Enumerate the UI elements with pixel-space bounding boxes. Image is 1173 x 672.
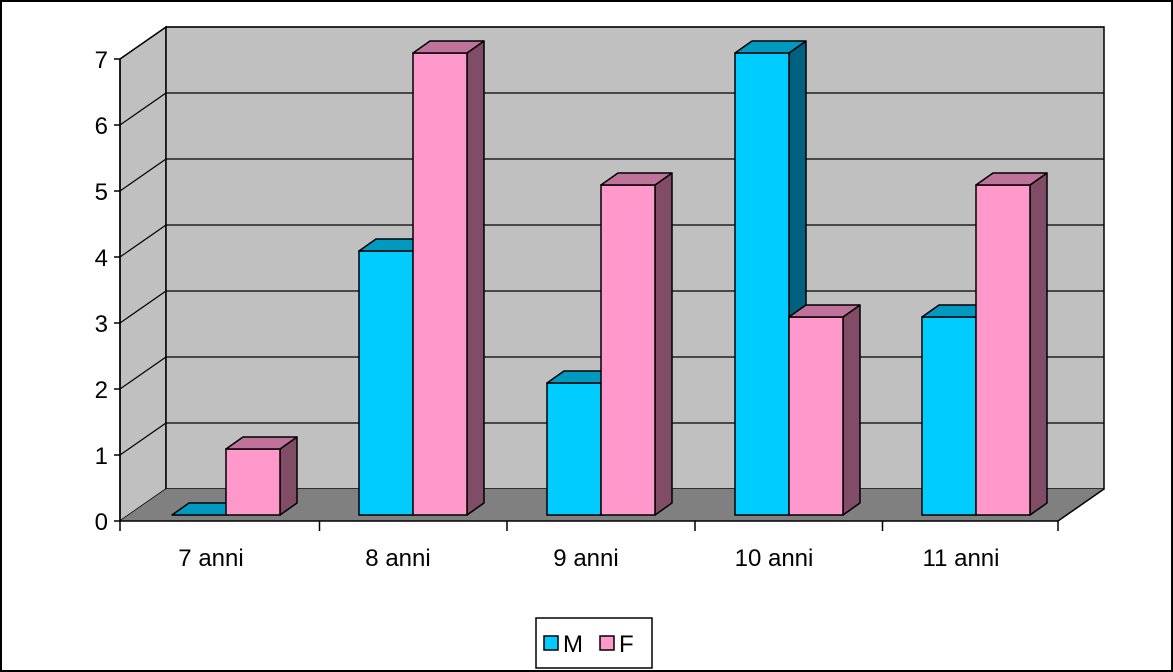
legend-swatch-F <box>599 635 615 651</box>
x-tick-label: 8 anni <box>365 545 430 572</box>
legend-label-F: F <box>619 631 634 658</box>
floor-edge <box>1057 488 1105 522</box>
bar-front-face <box>734 52 790 516</box>
bar-top-face <box>975 172 1048 186</box>
y-tick-label: 1 <box>95 443 108 470</box>
side-wall <box>119 25 167 523</box>
bar-front-face <box>921 316 977 516</box>
bar-side-face <box>654 172 673 516</box>
y-tick-label: 5 <box>95 179 108 206</box>
bar-F-9-anni <box>600 172 673 516</box>
legend-swatch-M <box>543 635 559 651</box>
gridline <box>119 26 1104 60</box>
bar-F-11-anni <box>975 172 1048 516</box>
bar-front-face <box>600 184 656 516</box>
bar-side-face <box>842 304 861 516</box>
bar-side-face <box>1029 172 1048 516</box>
y-tick-label: 4 <box>95 245 108 272</box>
bar-M-10-anni <box>734 40 807 516</box>
x-axis: 7 anni 8 anni 9 anni 10 anni 11 anni <box>119 520 1059 572</box>
x-tick-label: 11 anni <box>923 545 1000 572</box>
bar-top-face <box>788 304 861 318</box>
y-tick-label: 6 <box>95 113 108 140</box>
bar-top-face <box>734 40 807 54</box>
bar-top-face <box>412 40 485 54</box>
y-tick-label: 0 <box>95 509 108 536</box>
y-tick-label: 2 <box>95 377 108 404</box>
bar-front-face <box>225 448 281 516</box>
bar-F-8-anni <box>412 40 485 516</box>
bar-top-face <box>600 172 673 186</box>
bar-F-7-anni <box>225 436 298 516</box>
y-tick-label: 3 <box>95 311 108 338</box>
bar-side-face <box>466 40 485 516</box>
y-tick-label: 7 <box>95 47 108 74</box>
bar-front-face <box>788 316 844 516</box>
bars <box>171 40 1048 516</box>
x-tick-label: 10 anni <box>735 545 814 572</box>
bar-front-face <box>546 382 602 516</box>
y-axis: 0 1 2 3 4 5 6 7 <box>95 47 121 536</box>
bar-F-10-anni <box>788 304 861 516</box>
bar-side-face <box>279 436 298 516</box>
legend-label-M: M <box>563 631 583 658</box>
bar-front-face <box>412 52 468 516</box>
bar-front-face <box>975 184 1031 516</box>
x-tick-label: 7 anni <box>178 545 243 572</box>
bar-front-face <box>358 250 414 516</box>
bar-top-face <box>225 436 298 450</box>
x-tick-label: 9 anni <box>553 545 618 572</box>
